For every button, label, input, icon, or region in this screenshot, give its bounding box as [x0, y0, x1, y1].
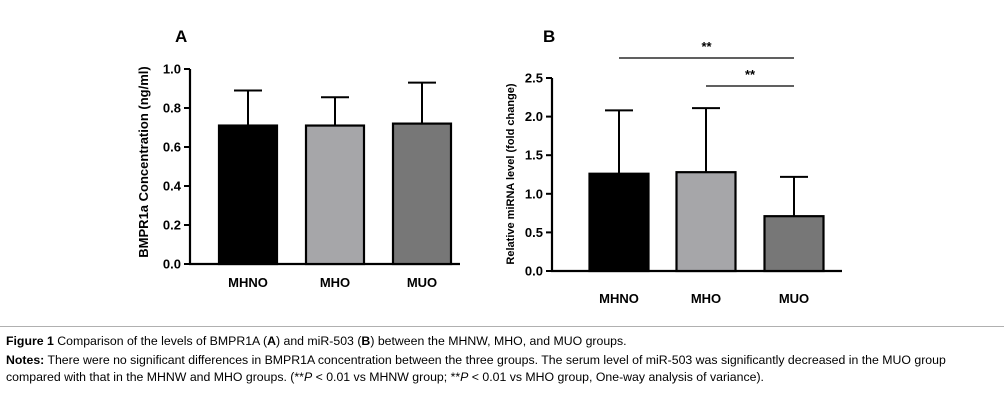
bar-muo — [763, 215, 825, 273]
y-tick-label: 1.5 — [525, 148, 543, 163]
bar-mho — [304, 124, 366, 266]
x-category-label: MHO — [320, 275, 350, 290]
y-tick-label: 0.4 — [163, 179, 182, 194]
y-axis-title: BMPR1a Concentration (ng/ml) — [136, 66, 151, 257]
bar-muo — [391, 122, 453, 266]
y-tick-label: 2.5 — [525, 71, 543, 86]
bar-mho — [675, 171, 737, 273]
caption-divider — [0, 326, 1004, 327]
significance-label: ** — [701, 39, 712, 54]
y-tick-label: 0.0 — [163, 257, 181, 272]
y-tick-label: 1.0 — [525, 186, 543, 201]
panel-letter: B — [543, 27, 555, 46]
x-category-label: MUO — [407, 275, 437, 290]
bar-mhno — [588, 172, 650, 273]
y-axis-title: Relative miRNA level (fold change) — [505, 83, 517, 264]
y-tick-label: 0.8 — [163, 101, 181, 116]
panel-a: A BMPR1a Concentration (ng/ml) 0.0 0.2 0.4 0.… — [136, 27, 460, 290]
notes-label: Notes: — [6, 353, 45, 367]
y-tick-label: 0.5 — [525, 225, 543, 240]
bar-mhno — [217, 124, 279, 266]
figure-caption: Figure 1 Comparison of the levels of BMP… — [6, 333, 1000, 388]
panel-b: B Relative miRNA level (fold change) 0.0 0.… — [505, 27, 842, 306]
figure-graphic: A BMPR1a Concentration (ng/ml) 0.0 0.2 0.4 0.… — [136, 27, 842, 306]
figure-label: Figure 1 — [6, 334, 54, 348]
significance-label: ** — [745, 67, 756, 82]
panel-letter: A — [175, 27, 187, 46]
x-category-label: MHNO — [599, 291, 639, 306]
x-category-label: MHNO — [228, 275, 268, 290]
y-tick-label: 0.6 — [163, 140, 181, 155]
y-tick-label: 1.0 — [163, 62, 181, 77]
caption-line-1: Figure 1 Comparison of the levels of BMP… — [6, 334, 627, 348]
y-tick-label: 0.0 — [525, 264, 543, 279]
y-tick-label: 0.2 — [163, 218, 181, 233]
x-category-label: MUO — [779, 291, 809, 306]
y-tick-label: 2.0 — [525, 109, 543, 124]
x-category-label: MHO — [691, 291, 721, 306]
caption-notes: Notes: There were no significant differe… — [6, 353, 946, 384]
